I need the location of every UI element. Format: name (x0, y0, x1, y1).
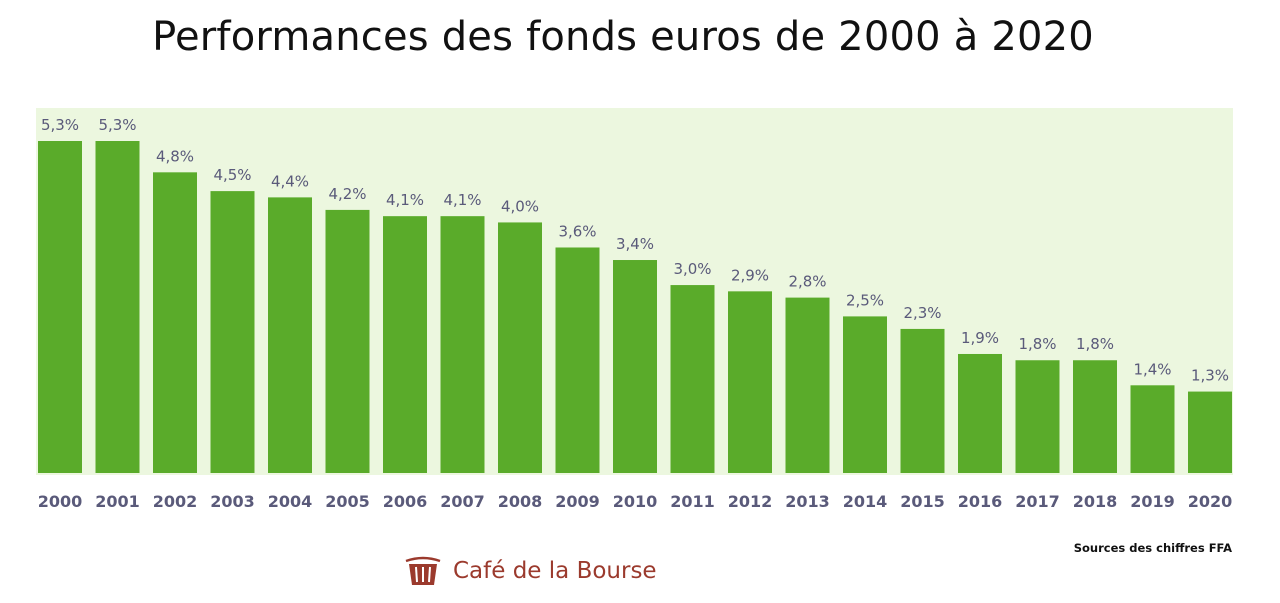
value-label-2004: 4,4% (271, 172, 309, 190)
value-label-2009: 3,6% (558, 222, 596, 240)
bar-2011 (670, 285, 715, 473)
x-tick-label-2012: 2012 (728, 492, 773, 511)
x-tick-label-2015: 2015 (900, 492, 945, 511)
x-tick-label-2004: 2004 (268, 492, 313, 511)
bar-2020 (1188, 391, 1232, 473)
bar-2019 (1130, 385, 1175, 473)
value-label-2006: 4,1% (386, 191, 424, 209)
value-label-2013: 2,8% (788, 273, 826, 291)
value-label-2015: 2,3% (903, 304, 941, 322)
value-label-2020: 1,3% (1191, 367, 1229, 385)
chart-title: Performances des fonds euros de 2000 à 2… (152, 14, 1094, 60)
value-label-2005: 4,2% (328, 185, 366, 203)
x-tick-label-2007: 2007 (440, 492, 485, 511)
x-tick-label-2001: 2001 (95, 492, 140, 511)
bar-2003 (210, 191, 255, 473)
value-label-2008: 4,0% (501, 197, 539, 215)
value-label-2000: 5,3% (41, 116, 79, 134)
value-label-2012: 2,9% (731, 266, 769, 284)
bar-2007 (440, 216, 485, 474)
x-tick-label-2003: 2003 (210, 492, 255, 511)
x-tick-label-2013: 2013 (785, 492, 830, 511)
bar-2004 (268, 197, 312, 473)
value-label-2010: 3,4% (616, 235, 654, 253)
value-label-2014: 2,5% (846, 291, 884, 309)
value-label-2011: 3,0% (673, 260, 711, 278)
value-label-2003: 4,5% (213, 166, 251, 184)
x-tick-label-2009: 2009 (555, 492, 600, 511)
bar-chart: 5,3% 2000 5,3% 2001 4,8% 2002 4,5% 2003 4,4% 2004… (36, 108, 1233, 511)
x-tick-label-2011: 2011 (670, 492, 715, 511)
bar-2010 (613, 260, 657, 473)
trash-can-logo-icon (405, 556, 441, 585)
bar-2006 (383, 216, 427, 474)
source-note: Sources des chiffres FFA (1073, 541, 1232, 555)
bar-2008 (498, 222, 542, 473)
x-tick-label-2020: 2020 (1188, 492, 1233, 511)
bar-2017 (1015, 360, 1060, 473)
value-label-2018: 1,8% (1076, 335, 1114, 353)
bar-2000 (38, 141, 82, 473)
bar-2005 (325, 209, 370, 474)
x-tick-label-2006: 2006 (383, 492, 428, 511)
value-label-2017: 1,8% (1018, 335, 1056, 353)
bar-2002 (153, 172, 197, 474)
value-label-2007: 4,1% (443, 191, 481, 209)
bar-2015 (900, 328, 945, 473)
bar-2013 (785, 297, 830, 473)
x-tick-label-2010: 2010 (613, 492, 658, 511)
brand-name: Café de la Bourse (453, 558, 657, 584)
x-tick-label-2000: 2000 (38, 492, 83, 511)
x-tick-label-2014: 2014 (843, 492, 888, 511)
brand-logo: Café de la Bourse (403, 553, 657, 589)
bar-2009 (555, 247, 600, 473)
value-label-2016: 1,9% (961, 329, 999, 347)
x-tick-label-2019: 2019 (1130, 492, 1175, 511)
value-label-2002: 4,8% (156, 147, 194, 165)
x-tick-label-2016: 2016 (958, 492, 1003, 511)
value-label-2001: 5,3% (98, 116, 136, 134)
value-label-2019: 1,4% (1133, 360, 1171, 378)
x-tick-label-2005: 2005 (325, 492, 370, 511)
bar-2012 (728, 291, 772, 473)
x-tick-label-2008: 2008 (498, 492, 543, 511)
x-tick-label-2002: 2002 (153, 492, 198, 511)
x-tick-label-2017: 2017 (1015, 492, 1060, 511)
bar-2018 (1073, 360, 1117, 473)
bar-2014 (843, 316, 887, 473)
bar-2001 (95, 141, 140, 473)
x-tick-label-2018: 2018 (1073, 492, 1118, 511)
bar-2016 (958, 353, 1002, 473)
